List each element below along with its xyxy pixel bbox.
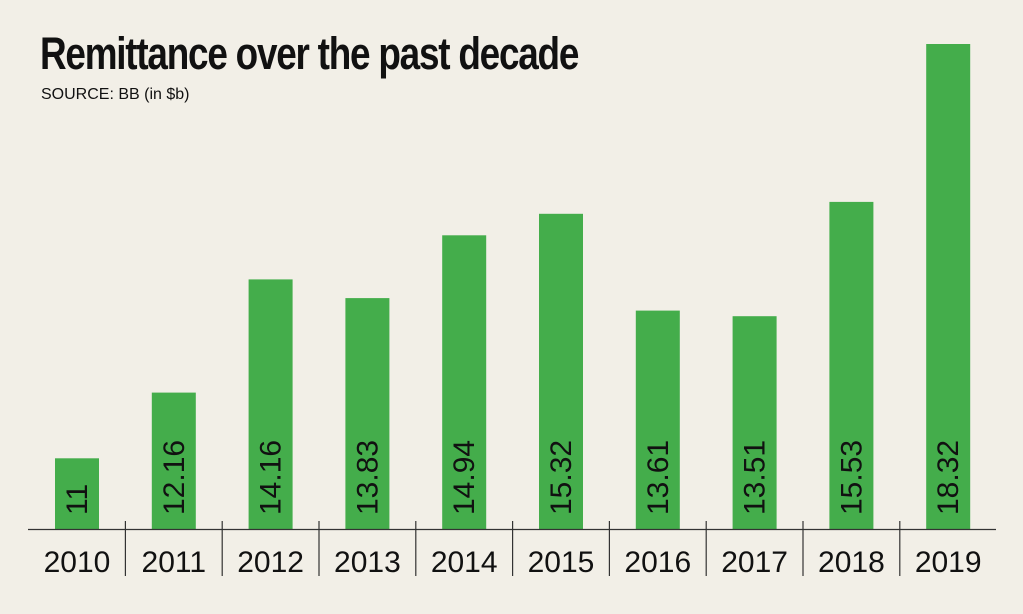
x-tick-label-2018: 2018 [818, 546, 885, 579]
x-tick-label-2010: 2010 [44, 546, 111, 579]
chart-subtitle: SOURCE: BB (in $b) [41, 86, 190, 103]
chart-title: Remittance over the past decade [40, 28, 579, 79]
x-tick-label-2012: 2012 [237, 546, 304, 579]
data-label-2012: 14.16 [255, 440, 288, 515]
data-label-2016: 13.61 [642, 440, 675, 515]
x-tick-label-2019: 2019 [915, 546, 982, 579]
x-tick-label-2013: 2013 [334, 546, 401, 579]
bar-2014 [442, 235, 487, 530]
data-label-2019: 18.32 [932, 440, 965, 515]
bar-2015 [539, 213, 583, 530]
bar-2013 [345, 298, 390, 529]
x-tick-label-2014: 2014 [431, 546, 498, 579]
x-axis: 2010 2011 2012 2013 2014 2015 2016 2017 2018 2019 [28, 521, 996, 579]
data-label-2018: 15.53 [835, 440, 868, 515]
data-label-2013: 13.83 [351, 440, 384, 515]
bar-2018 [829, 201, 874, 529]
bar-2011 [151, 392, 196, 529]
x-tick-label-2017: 2017 [721, 546, 788, 579]
bar-2019 [926, 44, 971, 529]
data-label-2017: 13.51 [739, 440, 772, 515]
bar-2010 [55, 458, 99, 529]
bars-layer: 11 12.16 14.16 13.83 14.94 15.32 13.61 13.51 15.… [55, 44, 971, 530]
data-label-2014: 14.94 [448, 440, 481, 515]
data-label-2015: 15.32 [545, 440, 578, 515]
x-tick-label-2015: 2015 [528, 546, 595, 579]
data-label-2011: 12.16 [158, 440, 191, 515]
x-tick-label-2016: 2016 [624, 546, 691, 579]
x-tick-label-2011: 2011 [142, 546, 207, 579]
bar-2012 [248, 279, 293, 529]
bar-2016 [635, 310, 680, 529]
bar-2017 [732, 316, 777, 529]
data-label-2010: 11 [61, 484, 94, 515]
